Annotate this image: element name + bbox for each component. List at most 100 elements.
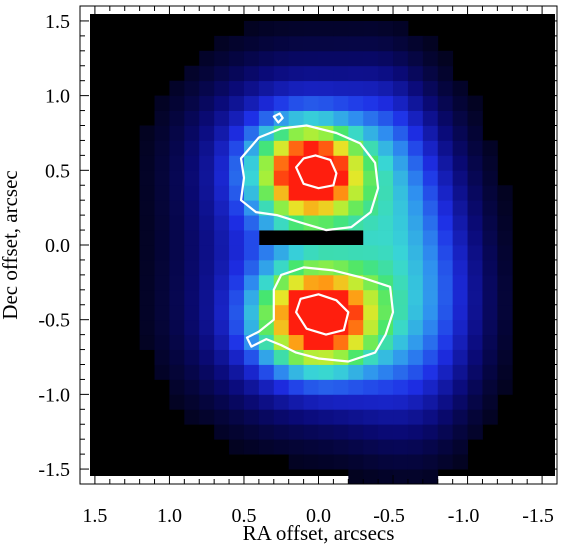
heatmap-cell bbox=[422, 319, 439, 336]
heatmap-cell bbox=[422, 170, 439, 186]
heatmap-cell bbox=[258, 409, 275, 425]
y-tick-label: 1.5 bbox=[45, 11, 70, 33]
heatmap-cell bbox=[452, 379, 468, 395]
heatmap-cell bbox=[273, 394, 290, 410]
heatmap-cell bbox=[363, 20, 379, 37]
heatmap-cell bbox=[333, 95, 349, 111]
heatmap-cell bbox=[243, 125, 260, 141]
heatmap-cell bbox=[229, 35, 245, 52]
heatmap-cell bbox=[199, 349, 215, 365]
heatmap-cell bbox=[348, 35, 364, 52]
heatmap-cell bbox=[199, 185, 215, 201]
heatmap-cell bbox=[184, 215, 200, 231]
heatmap-cell bbox=[407, 35, 424, 52]
heatmap-cell bbox=[452, 200, 468, 216]
heatmap-cell bbox=[199, 110, 215, 126]
heatmap-cell bbox=[363, 379, 379, 395]
heatmap-cell bbox=[199, 304, 215, 321]
heatmap-cell bbox=[437, 289, 454, 306]
heatmap-cell bbox=[452, 409, 468, 425]
heatmap-cell bbox=[184, 140, 200, 156]
heatmap-cell bbox=[348, 245, 364, 261]
heatmap-cell bbox=[467, 259, 483, 276]
heatmap-cell bbox=[422, 304, 439, 321]
heatmap-cell bbox=[407, 245, 424, 261]
x-tick-label: -1.0 bbox=[448, 505, 480, 527]
heatmap-cell bbox=[407, 424, 424, 440]
heatmap-cell bbox=[497, 334, 513, 350]
heatmap-cell bbox=[318, 379, 334, 395]
heatmap-cell bbox=[467, 379, 483, 395]
heatmap-cell bbox=[154, 304, 170, 321]
heatmap-cell bbox=[482, 289, 498, 306]
heatmap-cell bbox=[393, 379, 409, 395]
heatmap-cell bbox=[243, 170, 260, 186]
heatmap-cell bbox=[467, 349, 483, 365]
heatmap-cell bbox=[214, 80, 230, 97]
heatmap-cell bbox=[348, 274, 364, 291]
heatmap-cell bbox=[169, 379, 185, 395]
heatmap-cell bbox=[318, 304, 334, 321]
heatmap-cell bbox=[303, 80, 319, 97]
heatmap-cell bbox=[154, 185, 170, 201]
heatmap-cell bbox=[243, 50, 260, 67]
heatmap-cell bbox=[243, 379, 260, 395]
heatmap-cell bbox=[229, 245, 245, 261]
heatmap-cell bbox=[184, 230, 200, 246]
heatmap-cell bbox=[393, 200, 409, 216]
heatmap-cell bbox=[258, 245, 275, 261]
y-axis-title: Dec offset, arcsec bbox=[0, 170, 22, 319]
heatmap-cell bbox=[303, 200, 319, 216]
heatmap-cell bbox=[467, 364, 483, 380]
heatmap-cell bbox=[348, 125, 364, 141]
heatmap-cell bbox=[422, 95, 439, 111]
heatmap-cell bbox=[497, 230, 513, 246]
heatmap-cell bbox=[497, 364, 513, 380]
x-tick-label: -0.5 bbox=[373, 505, 405, 527]
heatmap-cell bbox=[169, 110, 185, 126]
heatmap-cell bbox=[393, 140, 409, 156]
heatmap-cell bbox=[273, 170, 290, 186]
heatmap-cell bbox=[407, 110, 424, 126]
heatmap-cell bbox=[363, 245, 379, 261]
heatmap-cell bbox=[422, 454, 439, 470]
heatmap-cell bbox=[243, 409, 260, 425]
heatmap-cell bbox=[348, 394, 364, 410]
heatmap-cell bbox=[288, 454, 304, 470]
heatmap-cell bbox=[273, 424, 290, 440]
y-tick-label: -0.5 bbox=[38, 310, 70, 332]
heatmap-cell bbox=[214, 334, 230, 350]
heatmap-cell bbox=[169, 95, 185, 111]
heatmap-cell bbox=[288, 364, 304, 380]
heatmap-cell bbox=[333, 185, 349, 201]
heatmap-cell bbox=[378, 439, 394, 455]
heatmap-cell bbox=[214, 259, 230, 276]
heatmap-cell bbox=[482, 215, 498, 231]
heatmap-cell bbox=[333, 379, 349, 395]
heatmap-cell bbox=[184, 409, 200, 425]
heatmap-cell bbox=[229, 424, 245, 440]
heatmap-cell bbox=[363, 304, 379, 321]
heatmap-cell bbox=[318, 215, 334, 231]
heatmap-cell bbox=[393, 364, 409, 380]
heatmap-cell bbox=[273, 274, 290, 291]
heatmap-cell bbox=[184, 65, 200, 82]
heatmap-cell bbox=[422, 259, 439, 276]
heatmap-cell bbox=[199, 274, 215, 291]
heatmap-cell bbox=[467, 155, 483, 171]
heatmap-cell bbox=[318, 245, 334, 261]
heatmap-cell bbox=[452, 304, 468, 321]
heatmap-cell bbox=[452, 230, 468, 246]
heatmap-cell bbox=[169, 259, 185, 276]
heatmap-cell bbox=[422, 469, 439, 485]
heatmap-cell bbox=[154, 140, 170, 156]
x-tick-label: 0.5 bbox=[231, 505, 256, 527]
heatmap-cell bbox=[243, 80, 260, 97]
heatmap-cell bbox=[169, 245, 185, 261]
heatmap-cell bbox=[139, 200, 155, 216]
heatmap-cell bbox=[184, 319, 200, 336]
heatmap-cell bbox=[139, 215, 155, 231]
heatmap-cell bbox=[199, 170, 215, 186]
heatmap-cell bbox=[288, 20, 304, 37]
heatmap-cell bbox=[422, 379, 439, 395]
